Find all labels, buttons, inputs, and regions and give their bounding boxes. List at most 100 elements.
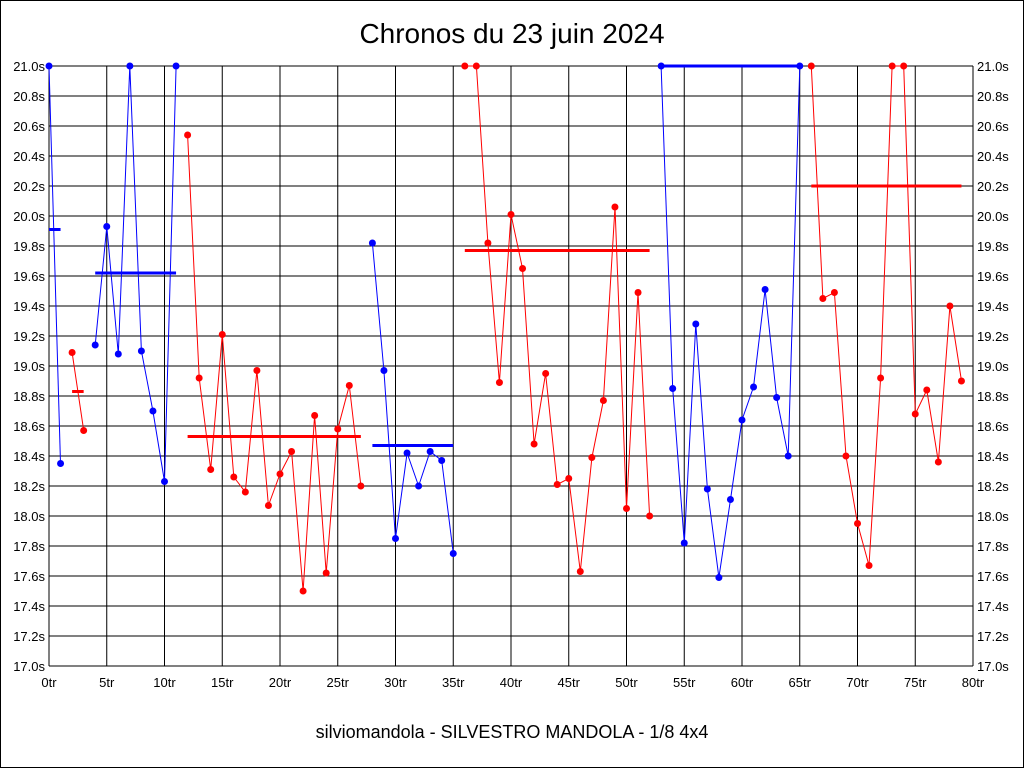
y-tick-label-right: 18.6s	[977, 419, 1009, 434]
y-tick-label-right: 18.2s	[977, 479, 1009, 494]
x-tick-label: 50tr	[615, 675, 638, 690]
data-point	[830, 289, 838, 296]
data-point	[299, 587, 307, 595]
data-point	[842, 452, 850, 460]
data-point	[461, 62, 469, 70]
data-point	[288, 448, 296, 455]
data-point	[519, 265, 527, 272]
data-point	[495, 379, 503, 386]
y-tick-label-left: 20.4s	[13, 149, 45, 164]
x-tick-label: 0tr	[41, 675, 57, 690]
data-point	[449, 550, 457, 557]
data-point	[114, 350, 122, 358]
y-tick-label-left: 21.0s	[13, 59, 45, 74]
data-point	[715, 574, 723, 581]
data-point	[149, 407, 157, 415]
y-tick-label-left: 20.8s	[13, 89, 45, 104]
data-point	[322, 569, 330, 577]
y-tick-label-left: 17.4s	[13, 599, 45, 614]
series-line	[371, 242, 454, 554]
data-point	[623, 505, 630, 512]
y-tick-label-right: 18.4s	[977, 449, 1009, 464]
x-tick-label: 20tr	[269, 675, 292, 690]
data-point	[854, 520, 861, 527]
data-point	[91, 341, 99, 349]
y-tick-label-left: 20.0s	[13, 209, 45, 224]
y-tick-label-left: 19.2s	[13, 329, 45, 344]
data-point	[311, 412, 319, 419]
data-point	[576, 568, 584, 575]
series-line	[810, 65, 962, 566]
data-point	[819, 295, 827, 302]
series-line	[48, 65, 61, 464]
y-tick-label-right: 20.8s	[977, 89, 1009, 104]
data-point	[57, 460, 65, 467]
data-point	[80, 427, 88, 434]
data-point	[276, 470, 284, 478]
series-line	[71, 352, 85, 431]
y-tick-label-left: 19.6s	[13, 269, 45, 284]
data-point	[184, 131, 192, 139]
data-point	[172, 62, 180, 70]
data-point	[657, 62, 665, 70]
data-point	[195, 374, 203, 382]
data-point	[726, 496, 734, 503]
y-tick-label-left: 18.6s	[13, 419, 45, 434]
x-tick-label: 65tr	[789, 675, 812, 690]
data-point	[807, 62, 815, 70]
data-point	[357, 482, 365, 490]
y-tick-label-right: 19.4s	[977, 299, 1009, 314]
data-point	[957, 377, 965, 385]
data-point	[345, 382, 353, 389]
data-point	[588, 454, 596, 461]
y-tick-label-left: 19.0s	[13, 359, 45, 374]
data-point	[703, 485, 711, 493]
y-tick-label-right: 19.8s	[977, 239, 1009, 254]
data-point	[634, 289, 642, 296]
data-point	[680, 539, 688, 547]
y-tick-label-right: 19.0s	[977, 359, 1009, 374]
data-point	[45, 62, 53, 70]
y-tick-label-right: 18.8s	[977, 389, 1009, 404]
x-tick-label: 70tr	[846, 675, 869, 690]
data-point	[218, 331, 226, 338]
data-point	[599, 397, 607, 404]
data-point	[426, 448, 434, 455]
data-point	[761, 286, 769, 293]
data-point	[334, 425, 342, 433]
data-point	[68, 349, 76, 356]
y-tick-label-right: 19.2s	[977, 329, 1009, 344]
x-tick-label: 40tr	[500, 675, 523, 690]
data-point	[934, 458, 942, 466]
series-line	[187, 134, 362, 592]
x-tick-label: 25tr	[327, 675, 350, 690]
y-tick-label-left: 19.8s	[13, 239, 45, 254]
data-point	[126, 62, 134, 70]
y-tick-label-right: 17.0s	[977, 659, 1009, 674]
data-point	[738, 416, 746, 424]
data-point	[692, 320, 700, 328]
y-tick-label-left: 18.0s	[13, 509, 45, 524]
x-tick-label: 10tr	[153, 675, 176, 690]
data-point	[472, 62, 480, 70]
x-tick-label: 35tr	[442, 675, 465, 690]
y-tick-label-right: 20.2s	[977, 179, 1009, 194]
y-tick-label-right: 17.2s	[977, 629, 1009, 644]
series-line	[94, 65, 177, 482]
y-tick-label-right: 18.0s	[977, 509, 1009, 524]
data-point	[877, 374, 885, 382]
data-point	[403, 449, 411, 457]
y-tick-label-left: 17.2s	[13, 629, 45, 644]
data-point	[553, 481, 561, 488]
data-point	[438, 457, 446, 464]
data-point	[611, 203, 619, 211]
data-point	[796, 62, 804, 70]
data-point	[646, 512, 654, 520]
data-point	[865, 562, 873, 569]
data-point	[946, 302, 954, 310]
data-point	[565, 475, 573, 482]
y-tick-label-left: 17.8s	[13, 539, 45, 554]
y-tick-label-right: 20.6s	[977, 119, 1009, 134]
y-tick-label-left: 20.6s	[13, 119, 45, 134]
data-point	[507, 211, 515, 218]
